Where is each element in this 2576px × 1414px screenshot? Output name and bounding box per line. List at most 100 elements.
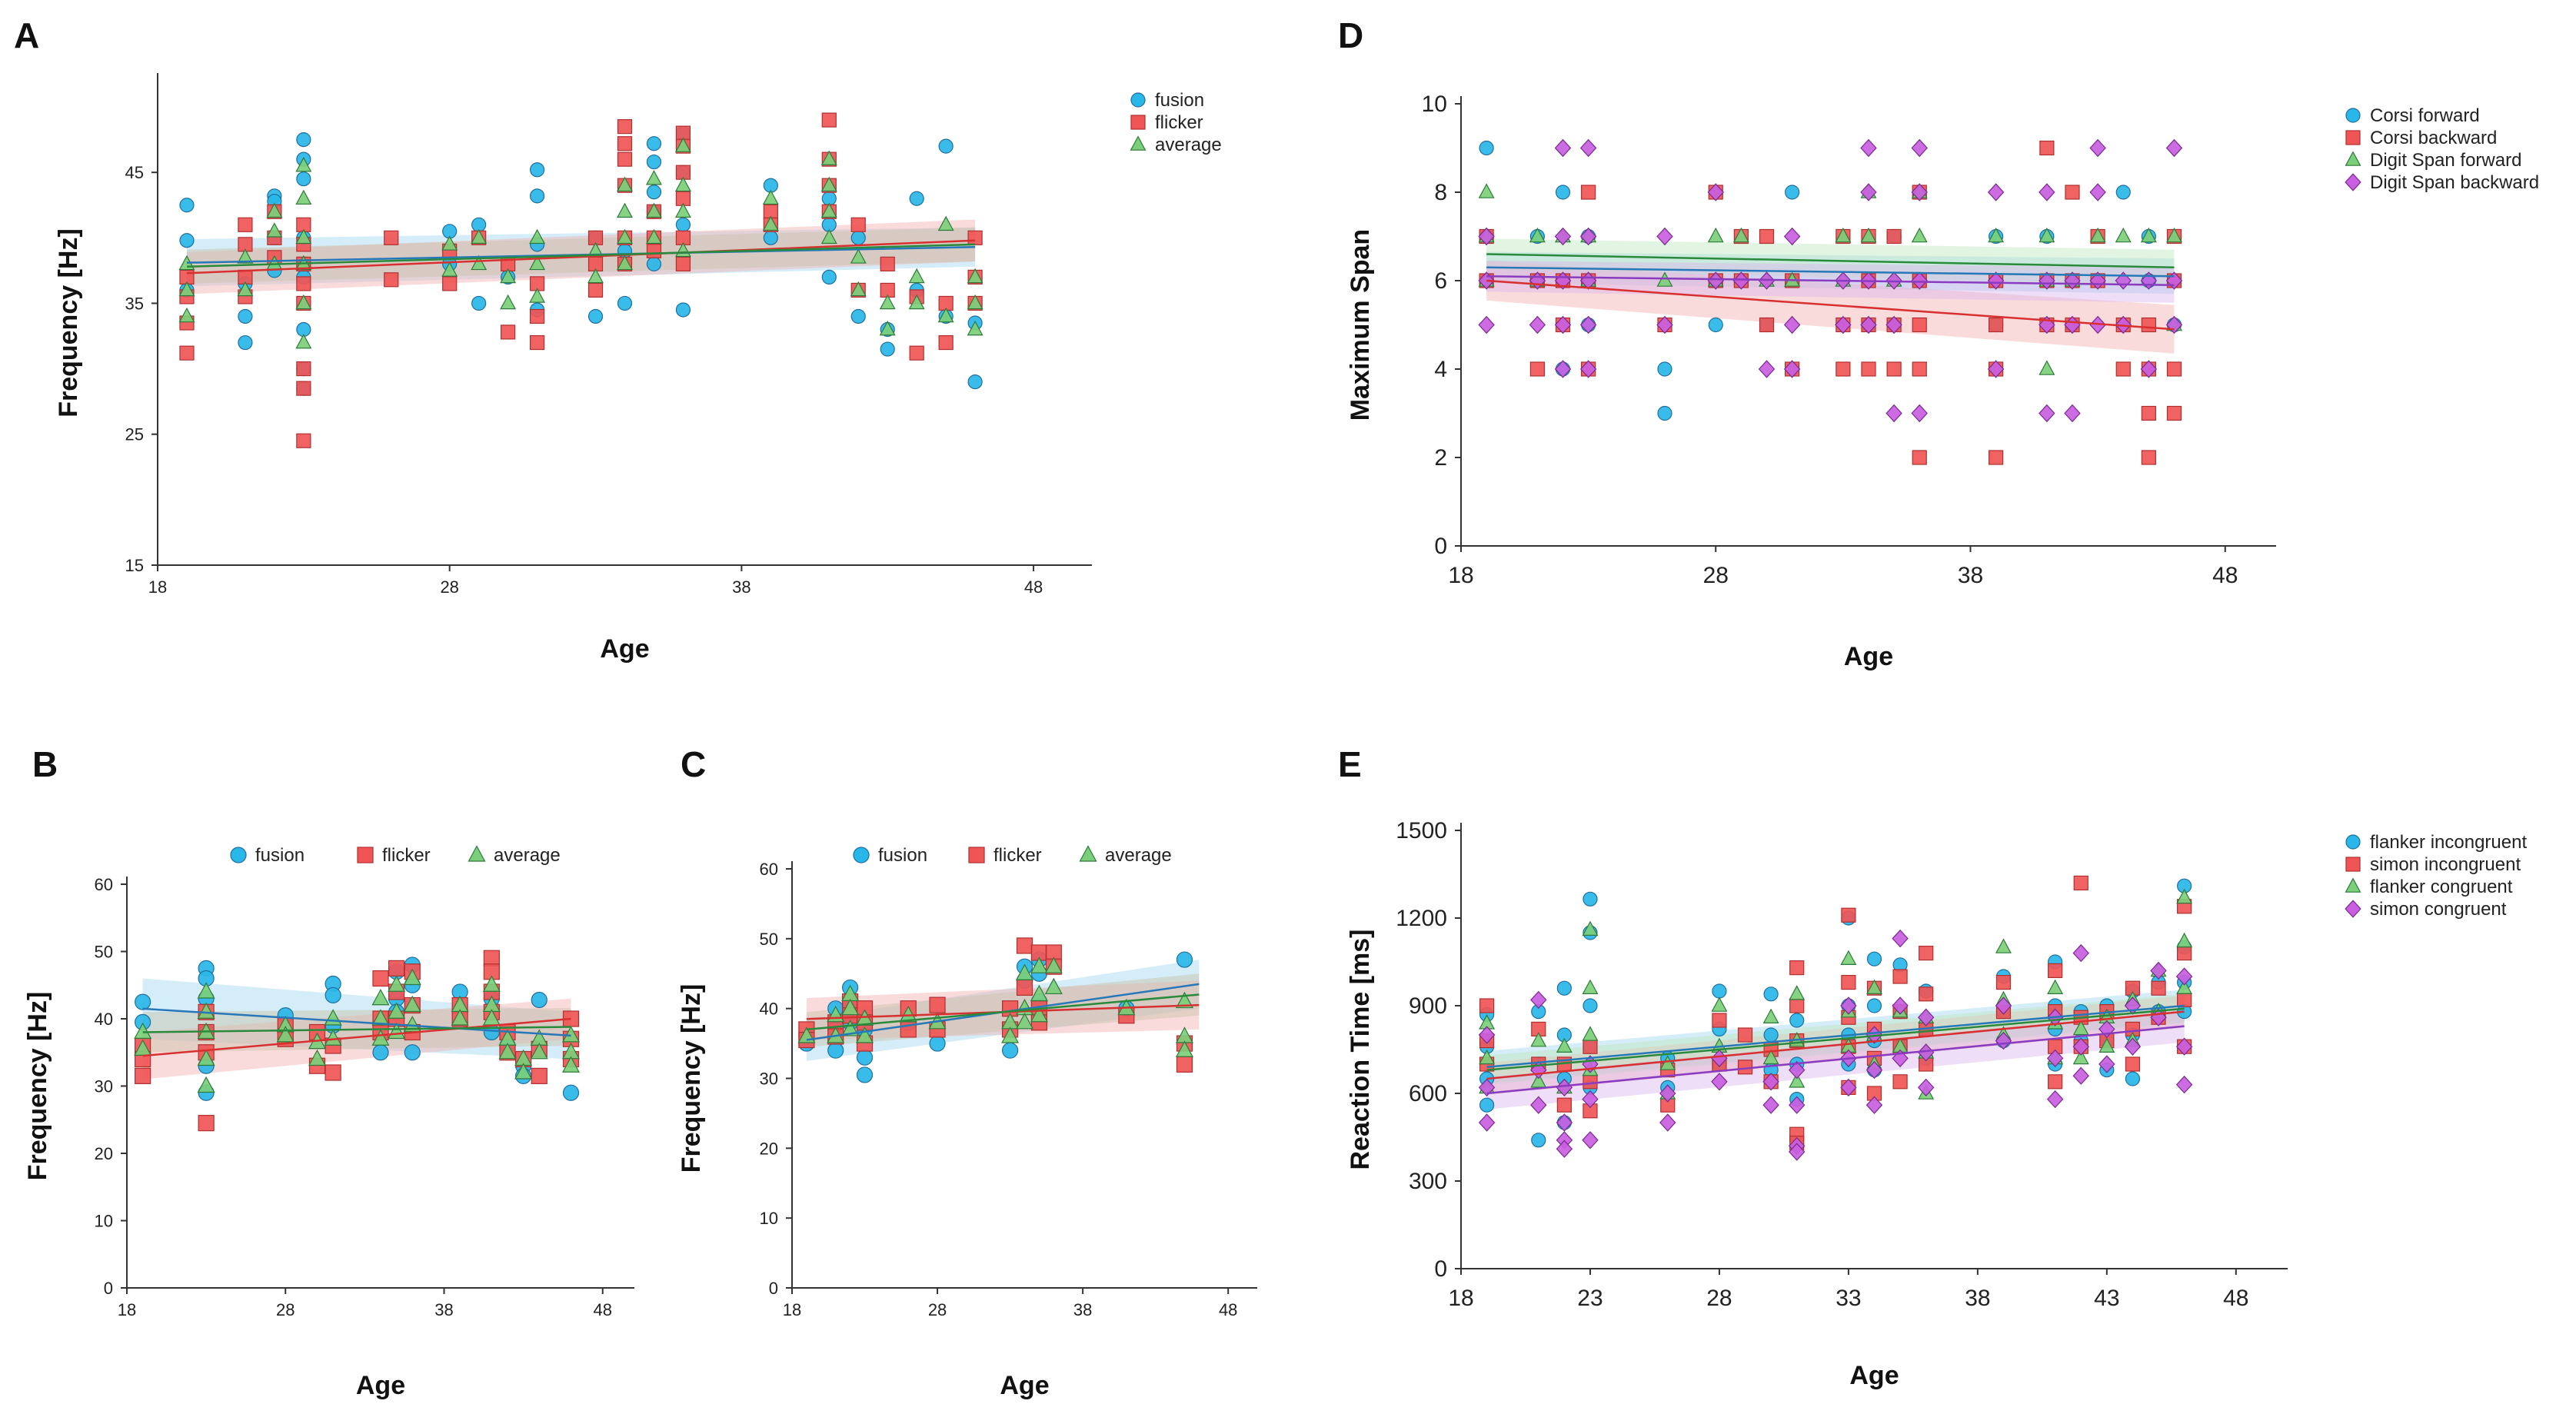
data-point-fusion	[646, 185, 662, 200]
data-point-average	[967, 294, 983, 310]
data-point-average	[371, 1029, 390, 1046]
x-tick-label: 43	[2094, 1286, 2119, 1311]
data-point-fusion	[675, 302, 691, 318]
data-point-flanker-congruent	[1840, 950, 1857, 965]
data-point-flicker	[617, 118, 633, 135]
data-point-flanker-congruent	[1659, 1055, 1676, 1070]
x-tick-label: 38	[732, 577, 751, 597]
legend-label: flicker	[382, 845, 431, 866]
y-tick-label: 10	[95, 1212, 113, 1231]
legend-marker-flicker	[1130, 115, 1146, 130]
data-point-fusion	[296, 132, 311, 148]
fit-line-average	[142, 1026, 571, 1033]
data-point-digit-span-backward	[1860, 183, 1877, 201]
data-point-digit-span-backward	[1987, 183, 2005, 201]
data-point-fusion	[135, 993, 151, 1010]
data-point-corsi-backward	[2141, 450, 2156, 465]
y-tick-label: 900	[1409, 993, 1447, 1019]
data-point-fusion	[179, 198, 195, 213]
data-point-average	[646, 228, 662, 245]
data-point-flanker-incongruent	[1763, 986, 1779, 1002]
data-point-simon-congruent	[1556, 1113, 1573, 1132]
data-point-flanker-incongruent	[1479, 1097, 1495, 1113]
data-point-simon-congruent	[1478, 1113, 1496, 1132]
data-point-corsi-backward	[1835, 361, 1851, 377]
data-point-average	[674, 176, 691, 192]
y-tick-label: 30	[95, 1077, 113, 1096]
data-point-average	[266, 222, 283, 238]
data-point-average	[617, 228, 633, 245]
data-point-fusion	[1001, 1042, 1019, 1059]
data-point-corsi-forward	[1785, 185, 1800, 200]
data-point-flicker	[587, 282, 604, 298]
x-tick-label: 28	[276, 1300, 295, 1319]
data-point-average	[482, 975, 501, 992]
y-tick-label: 20	[95, 1144, 113, 1163]
data-point-flanker-congruent	[1556, 1037, 1573, 1053]
y-tick-label: 10	[1422, 91, 1447, 117]
data-point-flanker-congruent	[2098, 1037, 2115, 1053]
fit-line-corsi-forward	[1486, 266, 2175, 278]
legend-label: average	[494, 845, 561, 866]
legend-marker-flanker-incongruent	[2345, 834, 2361, 850]
data-point-flicker	[529, 334, 545, 351]
data-point-average	[646, 202, 662, 218]
data-point-digit-span-backward	[2165, 138, 2183, 158]
panel-d-svg: D 18 28 38 48 0 2 4 6 8 10 Age Maximum Span Corsi for…	[1338, 15, 2539, 671]
fit-line-average	[186, 243, 976, 268]
series-simon-congruent	[1478, 929, 2193, 1161]
data-point-corsi-backward	[2115, 361, 2131, 377]
data-point-simon-congruent	[1840, 1078, 1857, 1097]
panel-d-chart: D 18 28 38 48 0 2 4 6 8 10 Age Maximum Span Corsi for…	[1307, 0, 2576, 707]
y-tick-label: 60	[760, 860, 778, 879]
data-point-simon-congruent	[1530, 1096, 1547, 1114]
fit-line-average	[806, 993, 1200, 1031]
data-point-average	[820, 176, 837, 192]
data-point-average	[937, 307, 954, 323]
data-point-fusion	[675, 217, 691, 232]
y-tick-label: 4	[1434, 357, 1447, 382]
x-axis-label: Age	[356, 1371, 405, 1400]
y-tick-label: 10	[760, 1209, 778, 1228]
data-point-simon-congruent	[1840, 996, 1857, 1015]
data-point-corsi-backward	[1886, 228, 1902, 245]
y-tick-label: 300	[1409, 1169, 1447, 1194]
data-point-digit-span-backward	[2064, 404, 2081, 423]
data-point-simon-congruent	[1556, 1140, 1573, 1158]
data-point-fusion	[617, 295, 633, 311]
data-point-average	[388, 975, 406, 992]
data-point-flicker	[179, 345, 195, 361]
fit-line-digit-span-backward	[1486, 275, 2175, 286]
data-point-corsi-forward	[1555, 185, 1571, 200]
legend-marker-fusion	[1130, 92, 1146, 108]
data-point-average	[617, 255, 633, 271]
y-tick-label: 25	[125, 425, 144, 444]
data-point-average	[879, 294, 896, 310]
data-point-average	[850, 281, 867, 297]
data-point-flicker	[296, 361, 311, 377]
data-point-average	[178, 307, 195, 323]
data-point-simon-congruent	[1789, 1096, 1806, 1114]
x-tick-label: 33	[1835, 1286, 1861, 1311]
data-point-average	[879, 320, 896, 336]
data-point-simon-congruent	[1865, 1060, 1883, 1080]
data-point-digit-span-backward	[1835, 315, 1852, 334]
data-point-average	[899, 1005, 917, 1023]
data-point-fusion	[856, 1066, 874, 1083]
data-point-flicker	[1176, 1056, 1193, 1073]
data-point-average	[471, 228, 488, 245]
data-point-simon-incongruent	[2073, 875, 2088, 890]
data-point-average	[403, 968, 421, 986]
data-point-fusion	[938, 138, 954, 154]
legend-label: simon congruent	[2370, 899, 2507, 920]
data-point-average	[371, 1009, 390, 1026]
data-point-average	[1015, 1013, 1034, 1030]
data-point-average	[266, 202, 283, 218]
data-point-simon-congruent	[2098, 1055, 2115, 1073]
data-point-corsi-backward	[1912, 361, 1927, 377]
panel-letter: A	[14, 15, 39, 55]
data-point-simon-congruent	[1917, 1078, 1935, 1097]
data-point-average	[197, 1002, 215, 1019]
y-tick-label: 50	[760, 930, 778, 949]
data-point-digit-span-backward	[1529, 315, 1546, 334]
